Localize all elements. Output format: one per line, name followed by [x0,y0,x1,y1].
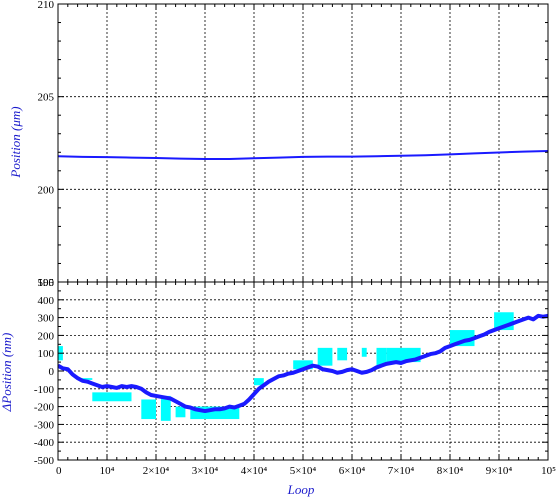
fill-segment [361,347,367,357]
x-tick-label: 10⁵ [541,465,556,477]
y-tick-label: 200 [38,330,55,342]
x-tick-label: 4×10⁴ [241,465,268,477]
x-tick-label: 3×10⁴ [192,465,219,477]
fill-segment [77,378,93,380]
y-tick-label: 500 [38,277,55,289]
fill-segment [175,406,186,418]
bottom-xlabel: Loop [287,482,315,497]
fill-segment [376,347,387,366]
top-panel: 210 205 200 195 [38,0,549,289]
y-tick-label: -100 [34,384,55,396]
x-tick-label: 9×10⁴ [486,465,513,477]
fill-segment [92,392,132,402]
fill-segment [317,347,333,366]
bottom-ylabel: ΔPosition (nm) [0,333,14,413]
fill-segment [337,347,348,361]
y-tick-label: 100 [38,348,55,360]
y-tick-label: 195 [38,277,55,289]
y-tick-label: 210 [38,0,55,11]
x-tick-label: 5×10⁴ [290,465,317,477]
y-tick-label: 200 [38,184,55,196]
series-line [58,313,548,414]
y-tick-label: -200 [34,402,55,414]
fill-segment [160,395,171,421]
x-tick-label: 7×10⁴ [388,465,415,477]
y-tick-label: -400 [34,437,55,449]
x-tick-label: 8×10⁴ [437,465,464,477]
top-ylabel: Position (μm) [8,106,23,178]
fill-segment [141,399,156,420]
y-tick-label: 0 [49,366,55,378]
series-line [58,150,548,160]
x-tick-label: 6×10⁴ [339,465,366,477]
y-tick-label: 205 [38,92,55,104]
fill-segment [293,360,313,370]
fill-segment [254,378,264,386]
y-tick-label: -300 [34,419,55,431]
y-tick-label: 400 [38,295,55,307]
y-tick-label: 300 [38,313,55,325]
y-tick-label: -500 [34,455,55,467]
x-tick-label: 10⁴ [100,465,115,477]
x-tick-label: 2×10⁴ [143,465,170,477]
x-tick-label: 0 [56,465,62,477]
